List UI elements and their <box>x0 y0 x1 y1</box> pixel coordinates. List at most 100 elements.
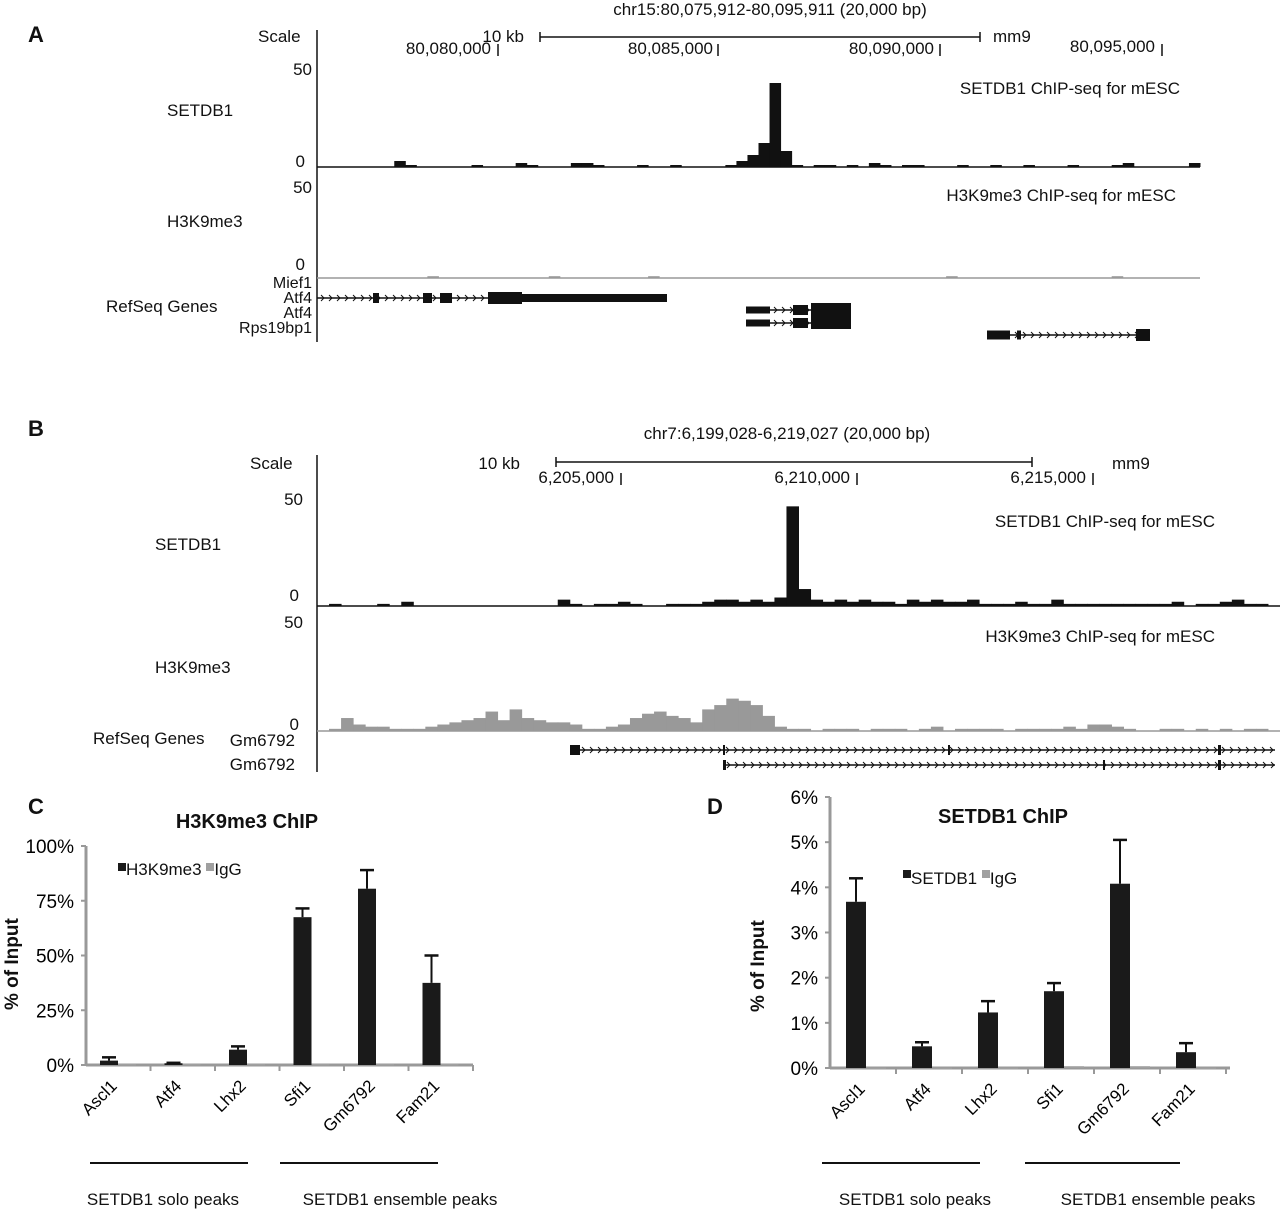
gene-rps19bp1-strand-arrow <box>1110 331 1115 339</box>
bar-igg <box>1130 1066 1150 1068</box>
track-setdb1-b-bin <box>967 599 980 606</box>
track-setdb1-b-bin <box>822 601 836 606</box>
legend-swatch-h3k9me3 <box>118 863 126 871</box>
chart-title-d: SETDB1 ChIP <box>937 806 1069 828</box>
gene-gm6792-2-strand-arrow <box>838 761 843 769</box>
x-tick-label-d: Gm6792 <box>1073 1079 1133 1139</box>
gene-gm6792-strand-arrow <box>1237 746 1242 754</box>
gene-atf4-2-strand-arrow <box>781 319 786 327</box>
track-label-h3k9me3-a: H3K9me3 <box>167 212 243 231</box>
track-h3k9me3-b-bin <box>1171 728 1185 731</box>
track-h3k9me3-b-bin <box>497 720 511 731</box>
gene-gm6792-2-strand-arrow <box>758 761 763 769</box>
gene-gm6792-strand-arrow <box>1029 746 1034 754</box>
gene-gm6792-strand-arrow <box>741 746 746 754</box>
gene-rps19bp1-strand-arrow <box>1126 331 1131 339</box>
gene-gm6792-2-strand-arrow <box>1198 761 1203 769</box>
track-h3k9me3-b-bin <box>329 728 342 731</box>
y-tick-label-c: 0% <box>47 1056 75 1077</box>
track-h3k9me3-b-bin <box>569 724 583 731</box>
gene-gm6792-2-strand-arrow <box>934 761 939 769</box>
y-tick-label-d: 0% <box>791 1059 819 1080</box>
track-h3k9me3-b-bin <box>401 728 414 731</box>
x-tick-label-c: Lhx2 <box>210 1076 250 1116</box>
bar-igg <box>440 1063 459 1066</box>
gene-gm6792-2-strand-arrow <box>1014 761 1019 769</box>
gene-gm6792-2-strand-arrow <box>1110 761 1115 769</box>
gene-gm6792-strand-arrow <box>957 746 962 754</box>
track-h3k9me3-b-bin <box>521 718 535 731</box>
gene-gm6792-strand-arrow <box>1165 746 1170 754</box>
gene-atf4-exon <box>793 305 808 315</box>
track-setdb1-a-bin <box>1111 165 1124 167</box>
gene-gm6792-strand-arrow <box>981 746 986 754</box>
gene-gm6792-strand-arrow <box>701 746 706 754</box>
track-setdb1-b-bin <box>1135 603 1149 606</box>
bar-igg <box>866 1067 886 1070</box>
track-h3k9me3-b-bin <box>834 728 848 731</box>
gene-mief1-strand-arrow <box>352 294 357 302</box>
gene-gm6792-strand-arrow <box>653 746 658 754</box>
track-h3k9me3-a-bin <box>1111 276 1124 278</box>
region-title-b: chr7:6,199,028-6,219,027 (20,000 bp) <box>643 424 931 443</box>
track-h3k9me3-b-bin <box>1243 728 1257 731</box>
gene-gm6792-2-strand-arrow <box>998 761 1003 769</box>
gene-gm6792-2-strand-arrow <box>1094 761 1099 769</box>
bar-setdb1 <box>1044 991 1064 1068</box>
legend-text-igg-c: IgG <box>214 860 242 879</box>
track-h3k9me3-a-bin <box>427 276 439 278</box>
gene-gm6792-2-strand-arrow <box>902 761 907 769</box>
track-setdb1-a-bin <box>1188 163 1201 167</box>
track-setdb1-b-bin <box>1255 603 1269 606</box>
gene-gm6792-2-strand-arrow <box>774 761 779 769</box>
track-setdb1-b-bin <box>1219 601 1233 606</box>
track-h3k9me3-b-bin <box>642 713 655 731</box>
gene-gm6792-strand-arrow <box>1069 746 1074 754</box>
bar-igg <box>118 1063 136 1066</box>
gene-gm6792-strand-arrow <box>1133 746 1138 754</box>
refseq-label-a: RefSeq Genes <box>106 297 218 316</box>
track-setdb1-b-bin <box>834 599 848 606</box>
track-setdb1-b-bin <box>1051 599 1064 606</box>
x-tick-label-c: Ascl1 <box>78 1076 121 1119</box>
gene-gm6792-2-strand-arrow <box>1262 761 1267 769</box>
track-h3k9me3-b-bin <box>726 698 739 731</box>
track-h3k9me3-b-bin <box>714 705 727 731</box>
gene-gm6792-2-strand-arrow <box>806 761 811 769</box>
track-setdb1-b-bin <box>942 601 956 606</box>
gene-gm6792-strand-arrow <box>1157 746 1162 754</box>
gene-gm6792-strand-arrow <box>1221 746 1226 754</box>
gene-gm6792-strand-arrow <box>757 746 762 754</box>
gene-gm6792-2-strand-arrow <box>846 761 851 769</box>
track-h3k9me3-b-bin <box>882 728 896 731</box>
panel-label-a: A <box>28 22 44 47</box>
x-tick-label-d: Ascl1 <box>826 1079 869 1122</box>
gene-gm6792-strand-arrow <box>1197 746 1202 754</box>
track-setdb1-a-bin <box>758 143 771 167</box>
gene-gm6792-strand-arrow <box>1189 746 1194 754</box>
track-setdb1-b-bin <box>1063 603 1076 606</box>
track-h3k9me3-b-bin <box>1063 726 1076 731</box>
track-h3k9me3-b-bin <box>437 724 450 731</box>
position-b-2: 6,215,000 <box>1010 468 1086 487</box>
axis-max-a1: 50 <box>293 60 312 79</box>
gene-gm6792-strand-arrow <box>901 746 906 754</box>
track-setdb1-b-bin <box>1087 603 1100 606</box>
track-setdb1-a-bin <box>957 165 969 167</box>
track-setdb1-a-bin <box>736 161 748 167</box>
gene-gm6792-2-strand-arrow <box>862 761 867 769</box>
y-axis-label-c: % of Input <box>2 918 23 1010</box>
track-h3k9me3-b-bin <box>1159 728 1173 731</box>
track-setdb1-b-bin <box>401 601 414 606</box>
gene-rps19bp1-strand-arrow <box>1070 331 1075 339</box>
gene-gm6792-strand-arrow <box>1229 746 1234 754</box>
gene-gm6792-strand-arrow <box>637 746 642 754</box>
gene-name-gm6792-2: Gm6792 <box>229 755 295 774</box>
gene-gm6792-2-strand-arrow <box>878 761 883 769</box>
gene-gm6792-strand-arrow <box>861 746 866 754</box>
bar-h3k9me3 <box>358 888 376 1065</box>
gene-gm6792-strand-arrow <box>661 746 666 754</box>
track-h3k9me3-b-bin <box>473 718 487 731</box>
gene-gm6792-2-strand-arrow <box>1030 761 1035 769</box>
